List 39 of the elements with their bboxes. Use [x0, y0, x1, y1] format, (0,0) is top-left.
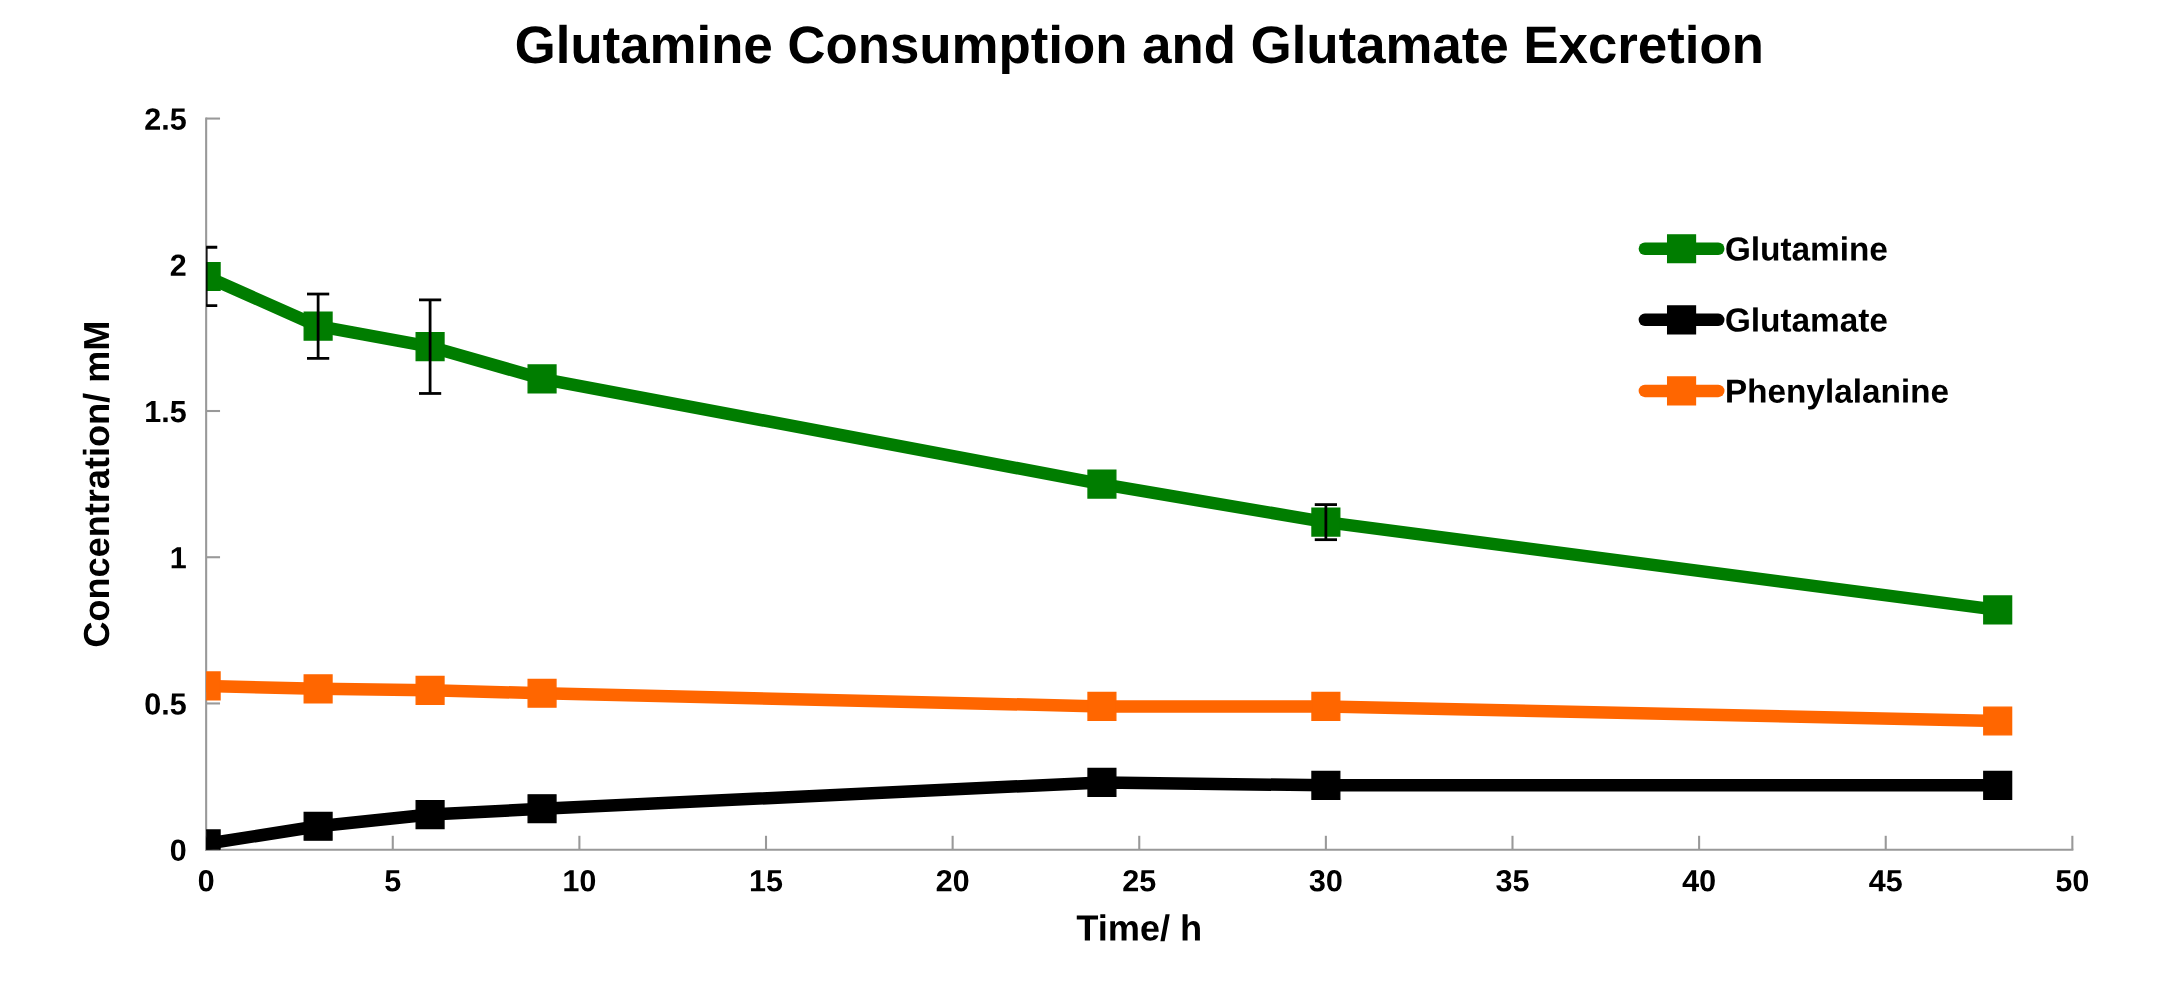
x-tick-label: 0 — [198, 869, 214, 892]
legend-label: Glutamine — [1726, 236, 1887, 261]
x-tick-label: 30 — [1309, 869, 1342, 892]
point — [1087, 469, 1117, 499]
legend-label: Phenylalanine — [1727, 378, 1948, 410]
x-tick-label: 20 — [936, 869, 969, 892]
y-tick-label: 1 — [171, 547, 186, 569]
point — [1311, 770, 1341, 800]
point — [1983, 595, 2013, 625]
point — [415, 800, 445, 830]
y-axis-title: Concentration/ mM — [82, 323, 110, 647]
point — [1087, 767, 1117, 798]
x-tick-label: 50 — [2056, 869, 2089, 892]
point — [415, 675, 445, 705]
x-tick-label: 35 — [1496, 869, 1529, 892]
point — [303, 811, 333, 841]
point — [303, 674, 333, 704]
y-tick-label: 2.5 — [145, 108, 186, 130]
point — [527, 794, 557, 824]
y-tick-label: 0.5 — [145, 693, 186, 715]
point — [527, 364, 557, 394]
y-tick-label: 1.5 — [146, 401, 186, 423]
legend-label: Glutamate — [1726, 307, 1887, 332]
x-axis-title: Time/ h — [1076, 914, 1200, 942]
point — [1087, 691, 1117, 721]
x-tick-label: 5 — [385, 870, 401, 892]
y-tick-label: 2 — [170, 254, 186, 276]
x-tick-label: 15 — [750, 870, 783, 892]
x-tick-label: 40 — [1682, 869, 1715, 892]
point — [1983, 706, 2013, 736]
point — [527, 678, 557, 708]
point — [1311, 691, 1341, 721]
chart-title: Glutamine Consumption and Glutamate Excretion — [516, 24, 1761, 74]
x-tick-label: 25 — [1123, 869, 1156, 892]
point — [415, 332, 445, 362]
point — [1983, 770, 2013, 800]
x-tick-label: 45 — [1869, 870, 1902, 892]
y-tick-label: 0 — [170, 839, 186, 862]
x-tick-label: 10 — [564, 869, 596, 892]
